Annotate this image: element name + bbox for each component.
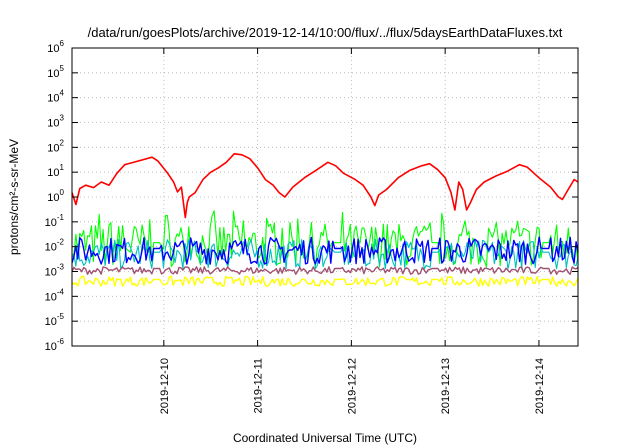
series-line-5 [71, 275, 579, 287]
y-tick-base: 10 [45, 242, 57, 254]
y-tick-label: 105 [47, 64, 64, 80]
y-tick-exponent: 3 [60, 114, 65, 123]
y-tick-label: 102 [47, 138, 64, 154]
y-tick-exponent: 4 [60, 89, 65, 98]
x-axis-label: Coordinated Universal Time (UTC) [233, 431, 417, 445]
series-line-2 [71, 238, 579, 270]
ticks: 10-610-510-410-310-210-11001011021031041… [45, 39, 578, 414]
y-tick-label: 10-1 [45, 213, 65, 229]
y-tick-base: 10 [45, 291, 57, 303]
x-tick-label: 2019-12-13 [440, 358, 452, 414]
y-tick-exponent: -6 [57, 337, 65, 346]
y-tick-label: 103 [47, 114, 64, 130]
y-tick-base: 10 [45, 267, 57, 279]
y-tick-base: 10 [45, 341, 57, 353]
y-tick-exponent: -4 [57, 287, 65, 296]
y-tick-exponent: -5 [57, 312, 65, 321]
series-line-3 [71, 236, 579, 265]
y-tick-exponent: -2 [57, 238, 65, 247]
y-tick-exponent: 1 [60, 163, 65, 172]
x-tick-label: 2019-12-11 [253, 358, 265, 413]
y-tick-exponent: -3 [57, 263, 65, 272]
y-tick-base: 10 [45, 316, 57, 328]
y-tick-base: 10 [47, 142, 59, 154]
x-tick-label: 2019-12-12 [346, 358, 358, 414]
y-tick-label: 10-6 [45, 337, 65, 353]
series-line-0 [71, 153, 579, 219]
y-tick-exponent: 2 [60, 138, 65, 147]
x-tick-label: 2019-12-10 [159, 358, 171, 414]
y-tick-base: 10 [47, 118, 59, 130]
y-tick-exponent: 6 [60, 39, 65, 48]
y-tick-exponent: -1 [57, 213, 65, 222]
y-tick-label: 106 [47, 39, 64, 55]
x-tick-label: 2019-12-14 [534, 358, 546, 414]
y-tick-label: 104 [47, 89, 64, 105]
y-tick-label: 10-2 [45, 238, 65, 254]
y-tick-base: 10 [45, 217, 57, 229]
y-tick-base: 10 [47, 68, 59, 80]
y-tick-label: 100 [47, 188, 64, 204]
y-axis-label: protons/cm²-s-sr-MeV [7, 139, 21, 255]
series-line-4 [71, 266, 579, 275]
y-tick-base: 10 [47, 93, 59, 105]
y-tick-label: 10-5 [45, 312, 65, 328]
y-tick-base: 10 [47, 167, 59, 179]
y-tick-label: 10-3 [45, 263, 65, 279]
chart-title: /data/run/goesPlots/archive/2019-12-14/1… [88, 25, 563, 40]
y-tick-exponent: 0 [60, 188, 65, 197]
y-tick-exponent: 5 [60, 64, 65, 73]
y-tick-label: 10-4 [45, 287, 65, 303]
y-tick-base: 10 [47, 43, 59, 55]
series-line-1 [71, 210, 579, 268]
grid [72, 48, 578, 346]
series-layer [71, 153, 579, 287]
y-tick-label: 101 [47, 163, 64, 179]
y-tick-base: 10 [47, 192, 59, 204]
